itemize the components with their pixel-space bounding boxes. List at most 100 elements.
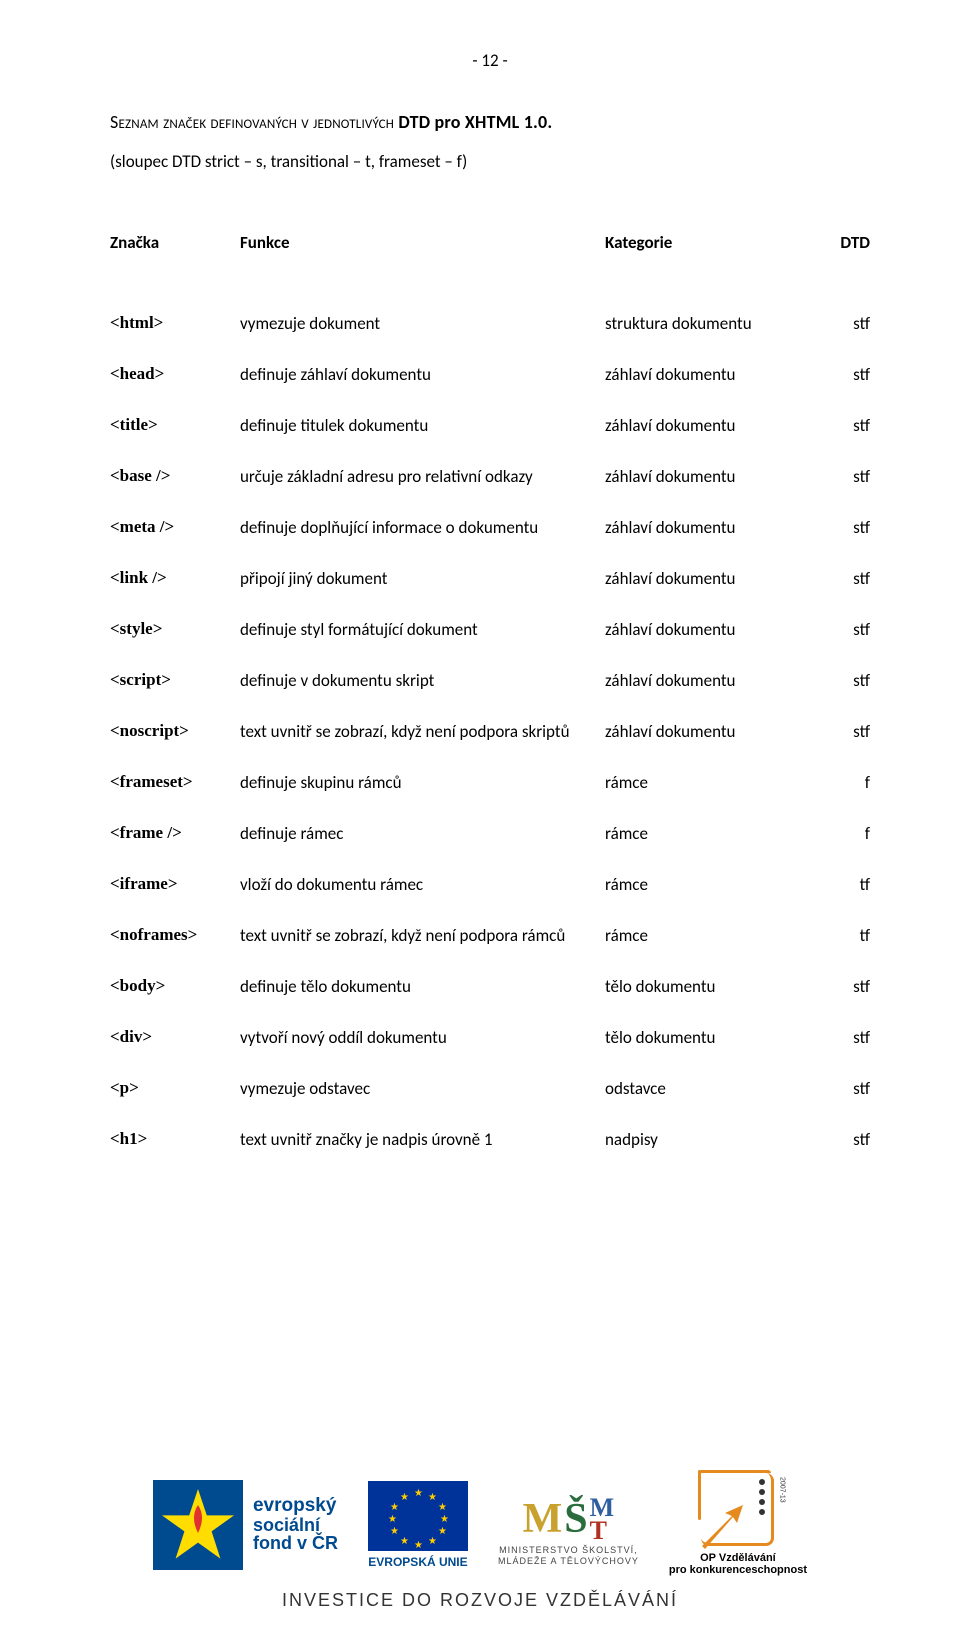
table-row: <noscript>text uvnitř se zobrazí, když n… — [110, 721, 870, 742]
esf-logo: evropský sociální fond v ČR — [153, 1480, 338, 1570]
table-row: <style>definuje styl formátující dokumen… — [110, 619, 870, 640]
cell-tag: <body> — [110, 976, 240, 996]
cell-tag: <link /> — [110, 568, 240, 588]
cell-dtd: stf — [810, 517, 870, 538]
title-prefix: Seznam značek definovaných v jednotlivýc… — [110, 111, 398, 133]
cell-dtd: stf — [810, 568, 870, 589]
cell-func: definuje titulek dokumentu — [240, 415, 605, 436]
opvk-box-icon: 2007-13 — [701, 1473, 774, 1546]
msmt-line2: MLÁDEŽE A TĚLOVÝCHOVY — [498, 1556, 639, 1567]
esf-star-icon — [153, 1480, 243, 1570]
eu-logo: ★ ★ ★ ★ ★ ★ ★ ★ ★ ★ ★ ★ EVROPSKÁ UNIE — [368, 1481, 468, 1569]
cell-tag: <frame /> — [110, 823, 240, 843]
cell-dtd: stf — [810, 1027, 870, 1048]
page-number: - 12 - — [110, 50, 870, 71]
cell-tag: <p> — [110, 1078, 240, 1098]
table-row: <meta />definuje doplňující informace o … — [110, 517, 870, 538]
cell-dtd: stf — [810, 364, 870, 385]
table-row: <noframes>text uvnitř se zobrazí, když n… — [110, 925, 870, 946]
msmt-line1: MINISTERSTVO ŠKOLSTVÍ, — [498, 1545, 639, 1556]
esf-line2: sociální — [253, 1516, 338, 1535]
cell-tag: <frameset> — [110, 772, 240, 792]
cell-dtd: stf — [810, 1129, 870, 1150]
table-row: <frameset>definuje skupinu rámcůrámcef — [110, 772, 870, 793]
cell-func: připojí jiný dokument — [240, 568, 605, 589]
esf-line3: fond v ČR — [253, 1534, 338, 1553]
msmt-text: MINISTERSTVO ŠKOLSTVÍ, MLÁDEŽE A TĚLOVÝC… — [498, 1545, 639, 1567]
cell-func: definuje rámec — [240, 823, 605, 844]
cell-cat: tělo dokumentu — [605, 1027, 810, 1048]
page-title: Seznam značek definovaných v jednotlivýc… — [110, 111, 870, 133]
cell-func: definuje záhlaví dokumentu — [240, 364, 605, 385]
cell-cat: struktura dokumentu — [605, 313, 810, 334]
cell-func: vymezuje dokument — [240, 313, 605, 334]
cell-func: definuje skupinu rámců — [240, 772, 605, 793]
cell-func: definuje styl formátující dokument — [240, 619, 605, 640]
table-row: <p>vymezuje odstavecodstavcestf — [110, 1078, 870, 1099]
cell-cat: záhlaví dokumentu — [605, 568, 810, 589]
table-row: <iframe>vloží do dokumentu rámecrámcetf — [110, 874, 870, 895]
opvk-logo: 2007-13 OP Vzdělávání pro konkurencescho… — [669, 1473, 807, 1576]
table-row: <script>definuje v dokumentu skriptzáhla… — [110, 670, 870, 691]
header-dtd: DTD — [810, 232, 870, 253]
cell-dtd: stf — [810, 976, 870, 997]
eu-label: EVROPSKÁ UNIE — [368, 1555, 467, 1569]
cell-dtd: stf — [810, 670, 870, 691]
table-row: <frame />definuje rámecrámcef — [110, 823, 870, 844]
cell-tag: <script> — [110, 670, 240, 690]
opvk-years: 2007-13 — [778, 1477, 785, 1503]
cell-tag: <meta /> — [110, 517, 240, 537]
opvk-line1: OP Vzdělávání — [669, 1552, 807, 1564]
cell-func: určuje základní adresu pro relativní odk… — [240, 466, 605, 487]
cell-cat: rámce — [605, 925, 810, 946]
msmt-logo-icon: MŠ MT — [523, 1483, 615, 1543]
cell-cat: záhlaví dokumentu — [605, 517, 810, 538]
cell-func: text uvnitř se zobrazí, když není podpor… — [240, 721, 605, 742]
cell-cat: záhlaví dokumentu — [605, 364, 810, 385]
table-row: <body>definuje tělo dokumentutělo dokume… — [110, 976, 870, 997]
cell-dtd: f — [810, 772, 870, 793]
cell-cat: odstavce — [605, 1078, 810, 1099]
msmt-logo: MŠ MT MINISTERSTVO ŠKOLSTVÍ, MLÁDEŽE A T… — [498, 1483, 639, 1567]
table-header-row: Značka Funkce Kategorie DTD — [110, 232, 870, 253]
table-row: <title>definuje titulek dokumentuzáhlaví… — [110, 415, 870, 436]
cell-dtd: stf — [810, 313, 870, 334]
table-row: <html>vymezuje dokumentstruktura dokumen… — [110, 313, 870, 334]
header-func: Funkce — [240, 232, 605, 253]
cell-dtd: stf — [810, 721, 870, 742]
header-cat: Kategorie — [605, 232, 810, 253]
cell-cat: záhlaví dokumentu — [605, 415, 810, 436]
cell-tag: <base /> — [110, 466, 240, 486]
cell-cat: záhlaví dokumentu — [605, 619, 810, 640]
document-page: - 12 - Seznam značek definovaných v jedn… — [0, 0, 960, 1651]
cell-dtd: stf — [810, 1078, 870, 1099]
cell-tag: <style> — [110, 619, 240, 639]
cell-dtd: stf — [810, 466, 870, 487]
cell-cat: rámce — [605, 772, 810, 793]
cell-cat: nadpisy — [605, 1129, 810, 1150]
logos-row: evropský sociální fond v ČR ★ ★ ★ ★ ★ ★ … — [153, 1473, 807, 1576]
cell-cat: záhlaví dokumentu — [605, 721, 810, 742]
invest-line: INVESTICE DO ROZVOJE VZDĚLÁVÁNÍ — [282, 1590, 678, 1611]
footer-logos: evropský sociální fond v ČR ★ ★ ★ ★ ★ ★ … — [0, 1473, 960, 1611]
table-row: <head>definuje záhlaví dokumentuzáhlaví … — [110, 364, 870, 385]
cell-func: definuje tělo dokumentu — [240, 976, 605, 997]
cell-dtd: stf — [810, 619, 870, 640]
cell-cat: tělo dokumentu — [605, 976, 810, 997]
cell-cat: záhlaví dokumentu — [605, 670, 810, 691]
cell-cat: záhlaví dokumentu — [605, 466, 810, 487]
cell-tag: <iframe> — [110, 874, 240, 894]
table-body: <html>vymezuje dokumentstruktura dokumen… — [110, 313, 870, 1150]
subtitle: (sloupec DTD strict – s, transitional – … — [110, 151, 870, 172]
cell-dtd: f — [810, 823, 870, 844]
cell-cat: rámce — [605, 874, 810, 895]
opvk-line2: pro konkurenceschopnost — [669, 1564, 807, 1576]
title-bold: DTD pro XHTML 1.0. — [398, 111, 552, 133]
cell-tag: <html> — [110, 313, 240, 333]
eu-flag-icon: ★ ★ ★ ★ ★ ★ ★ ★ ★ ★ ★ ★ — [368, 1481, 468, 1551]
cell-cat: rámce — [605, 823, 810, 844]
cell-func: text uvnitř se zobrazí, když není podpor… — [240, 925, 605, 946]
cell-tag: <noframes> — [110, 925, 240, 945]
cell-func: vytvoří nový oddíl dokumentu — [240, 1027, 605, 1048]
cell-func: definuje doplňující informace o dokument… — [240, 517, 605, 538]
